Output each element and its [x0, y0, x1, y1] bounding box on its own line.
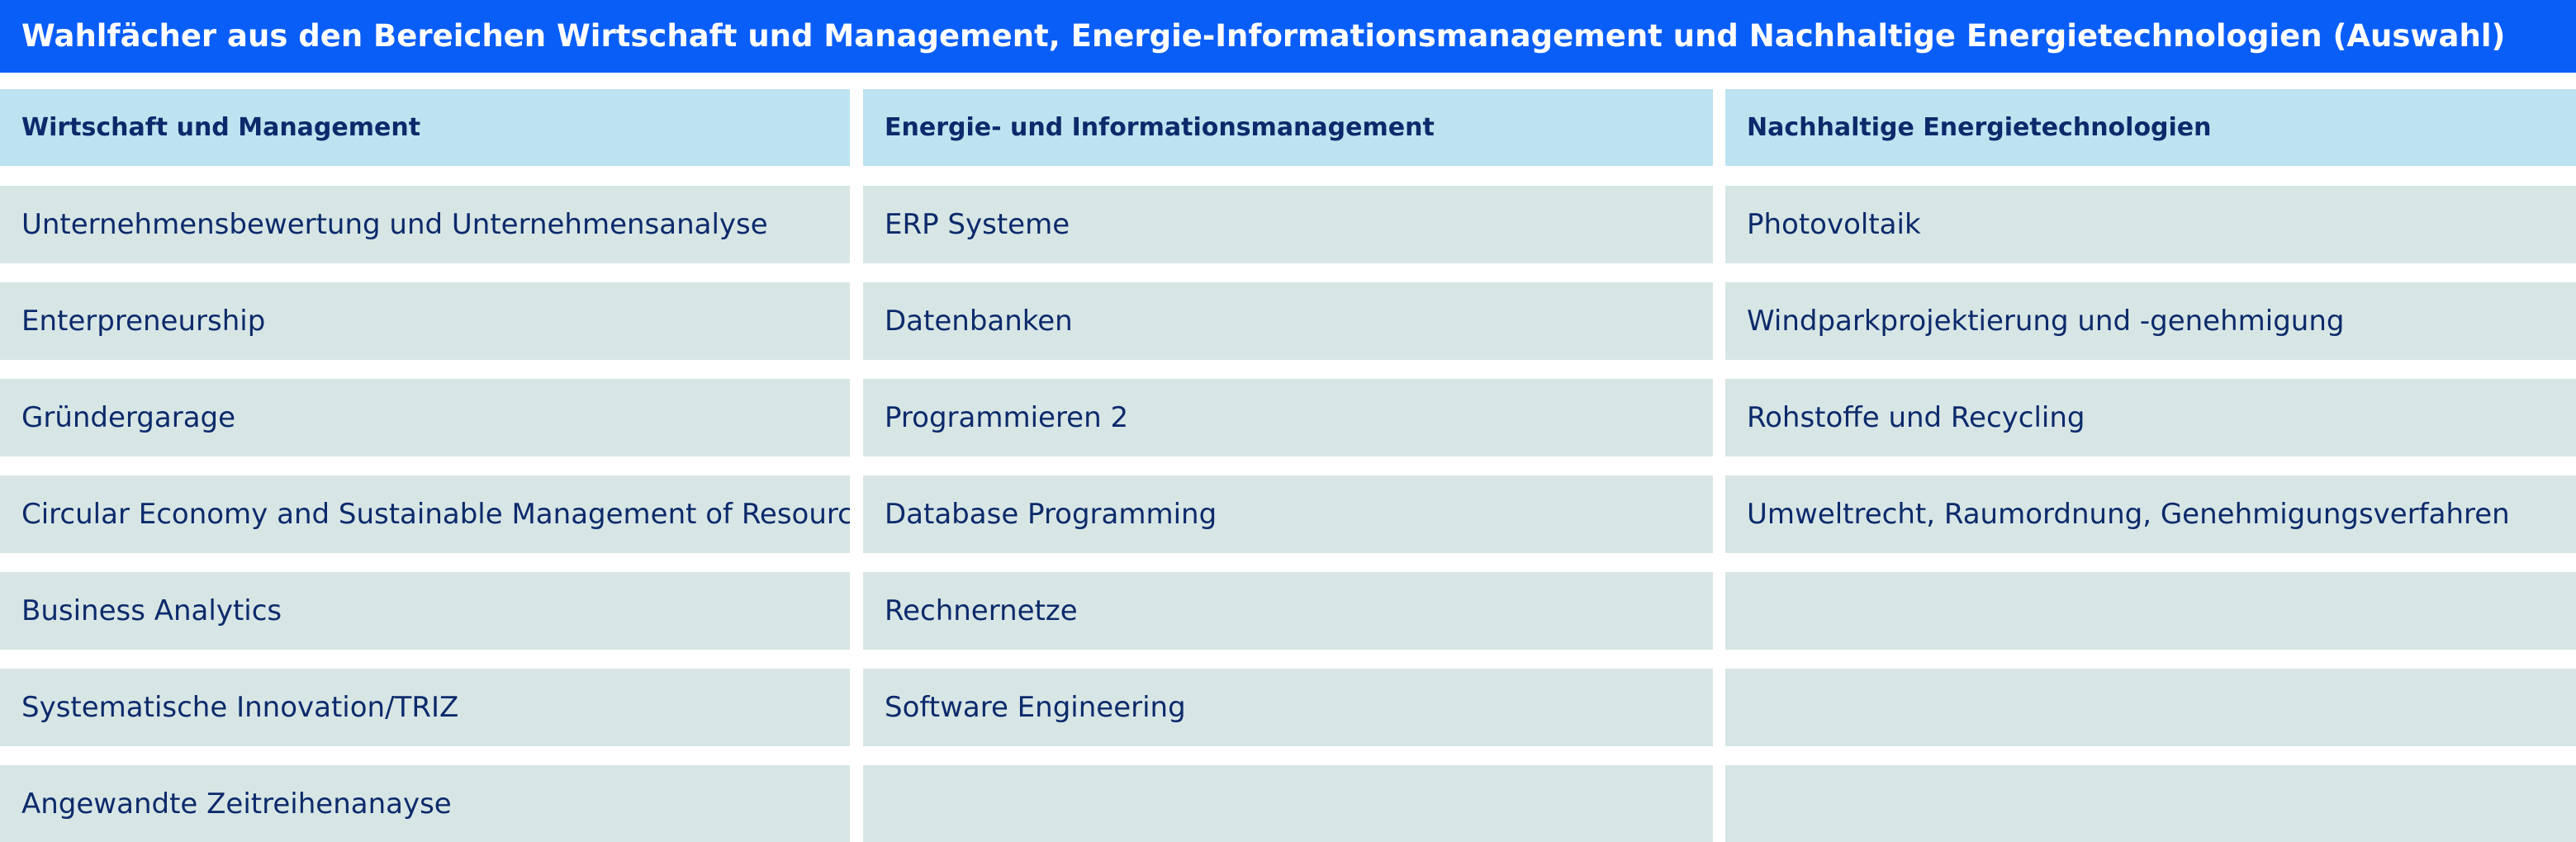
- list-item: Unternehmensbewertung und Unternehmensan…: [0, 186, 850, 263]
- list-item: Programmieren 2: [863, 379, 1713, 456]
- column-header-nachhaltige-energietechnologien: Nachhaltige Energietechnologien: [1725, 89, 2576, 166]
- list-item-empty: [1725, 669, 2576, 746]
- column-header-wirtschaft: Wirtschaft und Management: [0, 89, 850, 166]
- list-item: Windparkprojektierung und -genehmigung: [1725, 282, 2576, 360]
- list-item: Software Engineering: [863, 669, 1713, 746]
- list-item: Umweltrecht, Raumordnung, Genehmigungsve…: [1725, 475, 2576, 553]
- list-item: Systematische Innovation/TRIZ: [0, 669, 850, 746]
- list-item: Rohstoffe und Recycling: [1725, 379, 2576, 456]
- list-item: Enterpreneurship: [0, 282, 850, 360]
- list-item-empty: [1725, 572, 2576, 650]
- list-item: Database Programming: [863, 475, 1713, 553]
- page-title: Wahlfächer aus den Bereichen Wirtschaft …: [0, 0, 2576, 73]
- list-item: Business Analytics: [0, 572, 850, 650]
- list-item-empty: [1725, 765, 2576, 842]
- column-header-energie-informationsmanagement: Energie- und Informationsmanagement: [863, 89, 1713, 166]
- list-item: Datenbanken: [863, 282, 1713, 360]
- list-item: Rechnernetze: [863, 572, 1713, 650]
- list-item: Circular Economy and Sustainable Managem…: [0, 475, 850, 553]
- list-item: ERP Systeme: [863, 186, 1713, 263]
- list-item-empty: [863, 765, 1713, 842]
- list-item: Photovoltaik: [1725, 186, 2576, 263]
- list-item: Gründergarage: [0, 379, 850, 456]
- list-item: Angewandte Zeitreihenanayse: [0, 765, 850, 842]
